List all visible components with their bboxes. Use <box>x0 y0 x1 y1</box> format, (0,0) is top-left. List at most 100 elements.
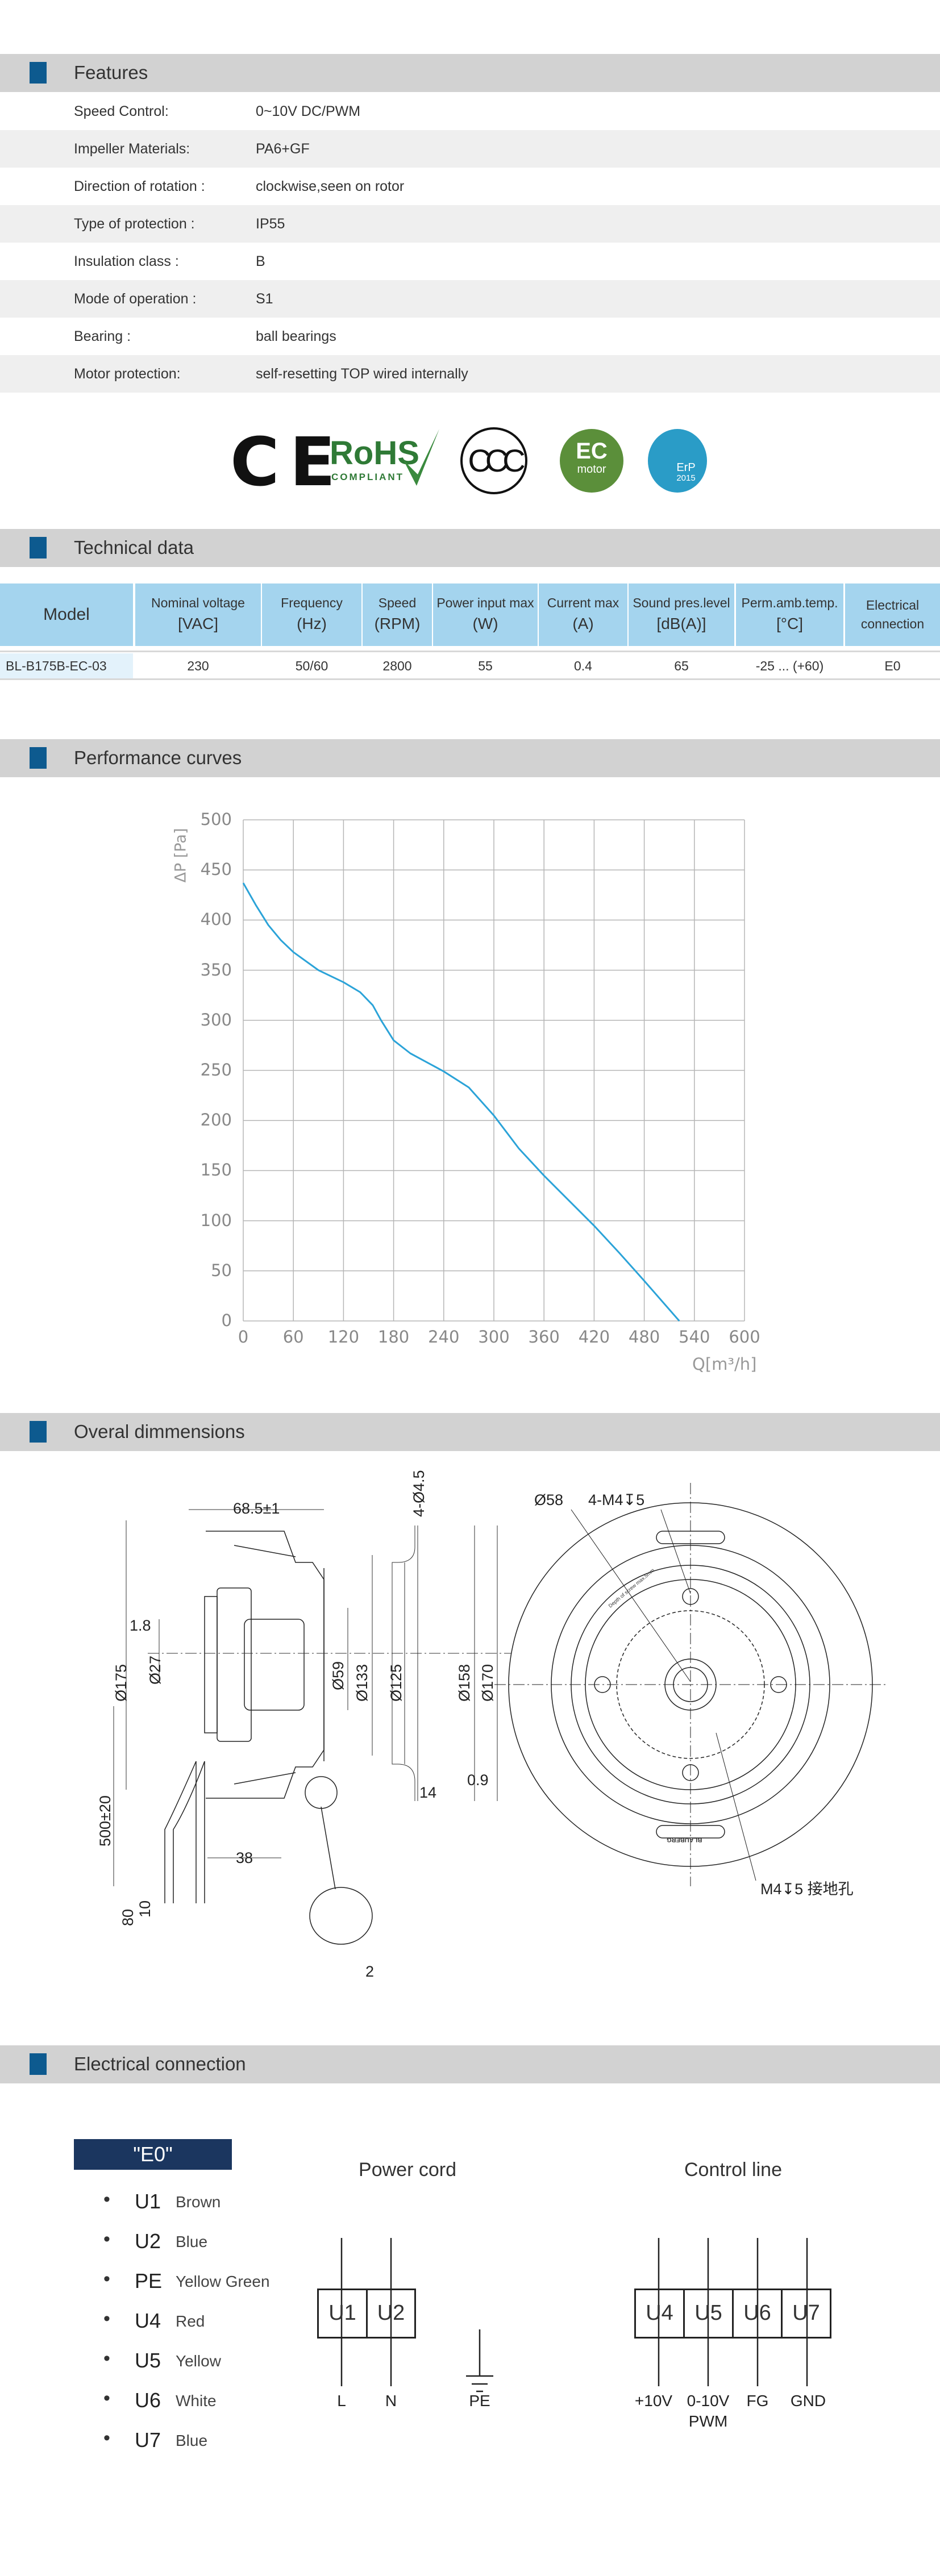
dim-label-cable: 500±20 <box>97 1795 114 1846</box>
wire-color: White <box>176 2392 217 2410</box>
bullet: • <box>103 2387 110 2409</box>
table-header-cell: Perm.amb.temp. [°C] <box>736 583 843 646</box>
dimension-lines <box>113 1509 511 1886</box>
dim-label-d170: Ø170 <box>479 1664 496 1702</box>
dim-label-c80: 80 <box>119 1908 136 1926</box>
section-marker <box>30 537 47 558</box>
table-cell: 55 <box>478 658 493 673</box>
pressure-curve <box>242 882 680 1322</box>
bullet: • <box>103 2228 110 2250</box>
table-header-cell: Electrical connection <box>845 583 940 646</box>
header-name: Nominal voltage <box>151 595 245 611</box>
feature-row: Impeller Materials: PA6+GF <box>0 130 940 168</box>
table-cell: -25 ... (+60) <box>755 658 824 673</box>
table-header-cell: Model <box>0 583 133 646</box>
power-label: PE <box>469 2392 490 2410</box>
feature-value: 0~10V DC/PWM <box>256 103 361 119</box>
technical-header: Technical data <box>0 529 940 567</box>
header-unit: (W) <box>472 615 498 633</box>
header-name: Frequency <box>281 595 343 611</box>
header-unit: [°C] <box>776 615 803 633</box>
bullet: • <box>103 2308 110 2329</box>
header-name: Model <box>43 605 90 624</box>
table-header-cell: Frequency (Hz) <box>262 583 361 646</box>
feature-label: Bearing : <box>74 328 131 344</box>
header-unit: connection <box>860 616 925 631</box>
power-cord-title: Power cord <box>359 2159 456 2181</box>
control-sublabel: PWM <box>688 2412 728 2430</box>
table-header-cell: Power input max (W) <box>433 583 538 646</box>
y-tick-label: 250 <box>200 1060 232 1079</box>
certification-logos: CE RoHS COMPLIANT CCC EC motor ErP 2015 <box>230 426 707 497</box>
control-line-title: Control line <box>684 2159 782 2181</box>
y-axis-label-wrap: ΔP [Pa] <box>170 824 205 892</box>
wire-code: PE <box>135 2269 163 2292</box>
y-axis-label: ΔP [Pa] <box>172 828 190 883</box>
control-label: GND <box>790 2392 826 2410</box>
table-cell: 230 <box>187 658 209 673</box>
table-divider <box>0 651 940 652</box>
table-cell: BL-B175B-EC-03 <box>0 653 133 678</box>
feature-value: PA6+GF <box>256 141 310 157</box>
terminal-u4: U4 <box>634 2289 685 2339</box>
dim-label-ground: M4↧5 接地孔 <box>760 1881 854 1898</box>
electrical-header: Electrical connection <box>0 2045 940 2083</box>
dim-label-d175: Ø175 <box>113 1664 130 1702</box>
feature-value: self-resetting TOP wired internally <box>256 366 468 382</box>
wire-code: U4 <box>135 2309 161 2332</box>
dim-label-c10: 10 <box>136 1900 153 1918</box>
header-name: Perm.amb.temp. <box>741 595 838 611</box>
feature-label: Speed Control: <box>74 103 169 119</box>
erp-year: 2015 <box>676 473 696 483</box>
ec-text: EC <box>576 439 608 464</box>
wire-code: U7 <box>135 2428 161 2452</box>
control-label: +10V <box>634 2392 673 2410</box>
dim-label-t18: 1.8 <box>130 1617 151 1634</box>
header-unit: (RPM) <box>374 615 421 633</box>
rohs-logo: RoHS <box>330 435 419 472</box>
brand-label: BLAUBERG <box>667 1836 702 1843</box>
wire-color: Yellow Green <box>176 2273 270 2290</box>
header-unit: (A) <box>572 615 594 633</box>
x-tick-label: 360 <box>528 1327 560 1347</box>
table-header-cell: Speed (RPM) <box>363 583 432 646</box>
dim-label-d27: Ø27 <box>147 1655 164 1685</box>
y-tick-label: 50 <box>211 1260 232 1280</box>
erp-text: ErP <box>676 461 696 474</box>
control-label: 0-10V <box>687 2392 730 2410</box>
x-axis-label: Q[m³/h] <box>692 1354 757 1374</box>
y-tick-label: 300 <box>200 1010 232 1029</box>
section-marker <box>30 2053 47 2075</box>
y-tick-label: 350 <box>200 960 232 979</box>
wire-color: Red <box>176 2312 205 2330</box>
feature-label: Impeller Materials: <box>74 141 190 157</box>
wire-color: Yellow <box>176 2352 221 2370</box>
feature-row: Speed Control: 0~10V DC/PWM <box>0 93 940 130</box>
feature-label: Motor protection: <box>74 366 181 382</box>
x-tick-label: 300 <box>478 1327 510 1347</box>
x-tick-label: 60 <box>282 1327 304 1347</box>
terminal-u5: U5 <box>683 2289 734 2339</box>
dimension-drawing <box>113 1483 887 1945</box>
wire-code: U6 <box>135 2389 161 2412</box>
header-unit: [dB(A)] <box>656 615 706 633</box>
header-name: Power input max <box>436 595 534 611</box>
dim-label-d58: Ø58 <box>534 1491 564 1508</box>
wire-code: U2 <box>135 2229 161 2253</box>
y-tick-label: 400 <box>200 910 232 929</box>
power-label: L <box>337 2392 346 2410</box>
feature-value: IP55 <box>256 216 285 232</box>
bullet: • <box>103 2427 110 2449</box>
header-name: Current max <box>547 595 619 611</box>
table-cell: 2800 <box>382 658 412 673</box>
y-tick-label: 150 <box>200 1160 232 1180</box>
y-tick-label: 450 <box>200 860 232 879</box>
ground-icon <box>466 2375 493 2392</box>
features-header: Features <box>0 54 940 92</box>
dim-label-d125: Ø125 <box>388 1664 405 1702</box>
x-tick-label: 540 <box>679 1327 710 1347</box>
feature-label: Mode of operation : <box>74 291 197 307</box>
erp-logo: ErP 2015 <box>648 429 707 493</box>
table-header-cell: Sound pres.level [dB(A)] <box>629 583 734 646</box>
table-cell: 50/60 <box>295 658 328 673</box>
